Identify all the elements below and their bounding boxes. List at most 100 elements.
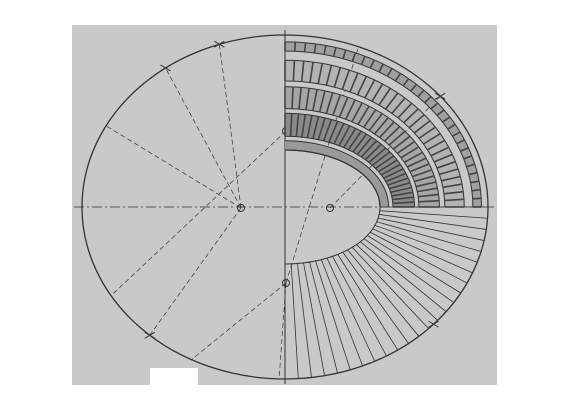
spoke (400, 146, 420, 159)
construction-line (110, 130, 287, 296)
spoke (387, 177, 409, 186)
spoke (312, 116, 320, 139)
spoke (430, 146, 450, 157)
ring-band (285, 113, 415, 207)
spoke (442, 183, 463, 189)
spoke (309, 61, 314, 83)
spoke (341, 69, 350, 90)
spoke (383, 125, 401, 142)
spoke (368, 147, 387, 164)
spoke (318, 90, 326, 113)
spoke (460, 147, 469, 152)
spoke (378, 63, 384, 73)
spoke (417, 187, 438, 193)
spoke (360, 140, 378, 158)
spoke (378, 87, 392, 106)
focus-point (237, 204, 245, 212)
spoke (385, 172, 407, 183)
spoke (412, 169, 433, 178)
spoke (356, 136, 373, 155)
spoke (295, 113, 300, 137)
spoke (325, 65, 333, 86)
spoke (441, 175, 461, 182)
spoke (317, 117, 326, 140)
tick-cross (144, 331, 156, 339)
radial-line (379, 214, 487, 230)
spoke (338, 96, 349, 118)
spoke (356, 75, 368, 96)
spoke (363, 109, 377, 128)
spoke (313, 43, 317, 54)
drawing-lines (74, 30, 494, 384)
spoke (301, 114, 307, 138)
spoke (447, 123, 456, 130)
spoke (397, 102, 413, 119)
spoke (406, 157, 427, 168)
spoke (389, 181, 411, 190)
ring-band (285, 140, 389, 207)
radial-line (360, 241, 447, 313)
spoke (323, 45, 327, 55)
radial-line (326, 257, 376, 362)
spoke (291, 86, 294, 109)
spoke (333, 123, 345, 145)
spoke (391, 97, 406, 114)
spoke (413, 120, 431, 134)
spoke (305, 88, 310, 110)
spoke (470, 180, 480, 184)
construction-line (165, 67, 242, 209)
radial-line (297, 263, 312, 378)
spoke (456, 139, 465, 145)
spoke (471, 188, 481, 192)
radial-line (309, 261, 338, 374)
spoke (392, 135, 411, 150)
spoke (300, 61, 305, 82)
spoke (418, 199, 440, 203)
radial-line (342, 251, 409, 344)
spoke (333, 67, 342, 88)
spoke (357, 105, 370, 125)
radial-line (290, 263, 299, 379)
spoke (369, 59, 375, 69)
radial-line (347, 249, 420, 337)
radial-line (370, 231, 468, 284)
radial-line (337, 254, 399, 351)
spoke (343, 127, 357, 149)
spoke (347, 130, 362, 151)
spoke (442, 116, 451, 123)
tick-cross (428, 320, 439, 328)
spoke (332, 94, 342, 116)
spoke (386, 68, 393, 77)
radial-line (332, 256, 387, 357)
radial-line (374, 224, 478, 263)
spoke (312, 89, 318, 111)
spoke (396, 140, 415, 155)
spoke (394, 72, 402, 82)
spoke (351, 102, 363, 123)
spoke (338, 125, 351, 147)
radial-line (367, 235, 462, 294)
radial-line (356, 244, 438, 321)
spoke (373, 117, 389, 135)
spoke (371, 83, 384, 102)
spoke (417, 89, 425, 98)
spoke (364, 143, 382, 161)
spoke (383, 168, 404, 179)
spoke (292, 60, 296, 82)
spoke (433, 153, 453, 163)
radial-line (376, 221, 482, 252)
spoke (345, 99, 356, 120)
spoke (380, 163, 401, 176)
spoke (378, 159, 398, 173)
spoke (439, 168, 459, 176)
spoke (452, 131, 461, 137)
radial-line (378, 217, 485, 241)
construction-line (149, 207, 242, 336)
spoke (352, 133, 368, 153)
tick-cross (214, 40, 225, 48)
construction-line (219, 44, 242, 209)
radial-line (303, 262, 325, 376)
spoke (466, 163, 476, 168)
